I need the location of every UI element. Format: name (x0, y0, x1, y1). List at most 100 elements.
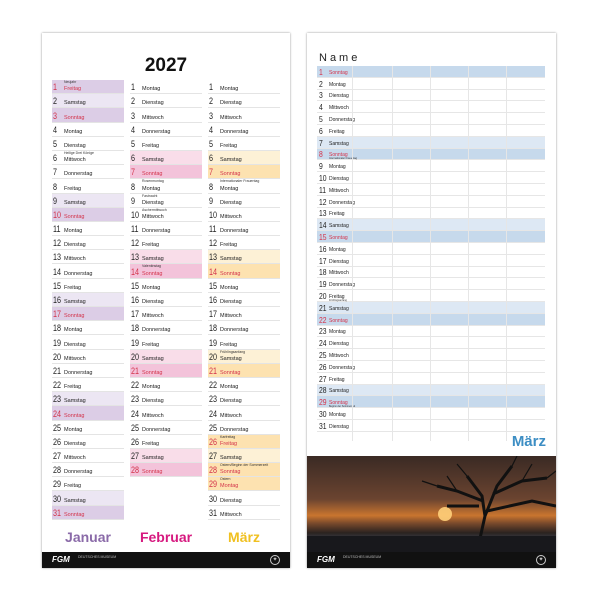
weekday: Freitag (64, 284, 82, 291)
weekday: Dienstag (142, 199, 164, 206)
month-column-februar: 1 Montag 2 Dienstag 3 Mittwoch 4 Donnerstag 5 Fre… (130, 80, 202, 478)
day-row: 13 Mittwoch (52, 250, 124, 265)
weekday: Mittwoch (220, 213, 242, 220)
day-number: 21 (53, 365, 62, 376)
day-row: 27 Mittwoch (52, 449, 124, 464)
holiday-note: Karfreitag (220, 434, 236, 439)
weekday: Dienstag (64, 440, 86, 447)
day-row: 11 Donnerstag (208, 222, 280, 237)
day-row: 31 Dienstag (317, 420, 545, 432)
weekday: Sonntag (329, 152, 348, 159)
day-row: 12 Dienstag (52, 236, 124, 251)
day-row: 11 Mittwoch (317, 184, 545, 196)
day-number: 23 (131, 394, 140, 405)
weekday: Samstag (142, 256, 164, 263)
day-row: 18 Donnerstag (130, 321, 202, 336)
holiday-note: Valentinstag (142, 264, 162, 269)
day-number: 31 (209, 507, 218, 518)
day-number: 12 (131, 238, 140, 249)
day-row: 22 Montag (130, 378, 202, 393)
day-number: 14 (209, 266, 218, 277)
weekday: Freitag (220, 242, 238, 249)
day-number: 19 (131, 337, 140, 348)
day-number: 17 (131, 309, 140, 320)
day-number: 21 (319, 302, 327, 313)
weekday: Donnerstag (64, 369, 93, 376)
day-row: 29 Montag Ostern (208, 477, 280, 492)
day-row: 26 Donnerstag (317, 361, 545, 373)
day-number: 6 (209, 153, 214, 164)
weekday: Dienstag (220, 497, 242, 504)
weekday: Montag (64, 128, 83, 135)
weekday: Mittwoch (220, 511, 242, 518)
weekday: Mittwoch (64, 455, 86, 462)
weekday: Freitag (220, 142, 238, 149)
day-row: 6 Freitag (317, 125, 545, 137)
day-number: 25 (209, 422, 218, 433)
month-label-märz: März (228, 529, 260, 545)
weekday: Freitag (142, 142, 160, 149)
weekday: Freitag (142, 341, 160, 348)
day-row: 4 Mittwoch (317, 101, 545, 114)
weekday: Donnerstag (64, 469, 93, 476)
day-number: 4 (319, 102, 323, 113)
weekday: Sonntag (329, 69, 348, 76)
day-row: 15 Sonntag (317, 231, 545, 243)
weekday: Montag (220, 185, 239, 192)
day-number: 14 (319, 220, 327, 231)
weekday: Samstag (64, 299, 86, 305)
weekday: Mittwoch (142, 213, 164, 220)
day-row: 6 Samstag (208, 150, 280, 166)
day-number: 1 (209, 82, 214, 93)
day-number: 4 (131, 124, 136, 135)
weekday: Mittwoch (142, 313, 164, 320)
day-number: 22 (53, 380, 62, 391)
weekday: Donnerstag (64, 270, 93, 277)
day-number: 19 (319, 279, 327, 290)
day-number: 20 (53, 351, 62, 362)
weekday: Donnerstag (220, 128, 249, 135)
day-number: 8 (53, 181, 58, 192)
day-number: 20 (319, 290, 327, 301)
day-number: 26 (209, 436, 218, 447)
grid-divider (506, 66, 507, 441)
day-number: 14 (53, 266, 62, 277)
weekday: Montag (220, 384, 239, 391)
day-row: 28 Sonntag Ostern/Beginn der Sommerzeit (208, 463, 280, 478)
day-row: 16 Montag (317, 243, 545, 255)
weekday: Samstag (142, 455, 164, 462)
day-row: 30 Samstag (52, 491, 124, 506)
day-number: 2 (319, 78, 323, 89)
day-row: 19 Dienstag (52, 335, 124, 350)
day-row: 20 Samstag (130, 349, 202, 364)
day-number: 7 (131, 167, 136, 178)
day-row: 26 Freitag Karfreitag (208, 434, 280, 449)
day-number: 27 (131, 451, 140, 462)
weekday: Samstag (329, 223, 349, 230)
day-row: 28 Donnerstag (52, 463, 124, 478)
weekday: Montag (220, 284, 239, 291)
day-number: 14 (131, 266, 140, 277)
day-row: 2 Dienstag (208, 94, 280, 109)
fgm-logo: FGM (52, 555, 70, 564)
day-row: 1 Montag (208, 80, 280, 95)
day-number: 8 (131, 181, 136, 192)
day-row: 20 Mittwoch (52, 350, 124, 364)
month-label: März (511, 433, 546, 450)
day-row: 21 Sonntag (208, 363, 280, 378)
holiday-note: Beginn der Sommerzeit (329, 405, 356, 409)
day-row: 9 Montag (317, 160, 545, 173)
day-row: 31 Mittwoch (208, 506, 280, 520)
day-row: 21 Samstag (317, 301, 545, 314)
day-number: 15 (131, 280, 140, 291)
day-number: 22 (209, 380, 218, 391)
footer-subtitle: DEUTSCHES MUSEUM (78, 555, 117, 559)
day-number: 2 (131, 96, 136, 107)
holiday-note: Heilige Drei Könige (64, 150, 94, 155)
day-row: 1 Freitag Neujahr (52, 80, 124, 95)
weekday: Freitag (329, 376, 345, 383)
day-number: 8 (209, 181, 214, 192)
weekday: Montag (329, 81, 346, 88)
holiday-note: Aschermittwoch (142, 207, 167, 212)
weekday: Mittwoch (64, 355, 86, 362)
